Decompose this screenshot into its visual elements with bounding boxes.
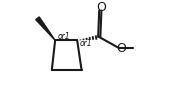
Text: or1: or1 — [58, 32, 71, 41]
Text: or1: or1 — [79, 39, 92, 48]
Polygon shape — [36, 17, 55, 40]
Text: O: O — [96, 1, 106, 14]
Text: O: O — [116, 42, 126, 55]
